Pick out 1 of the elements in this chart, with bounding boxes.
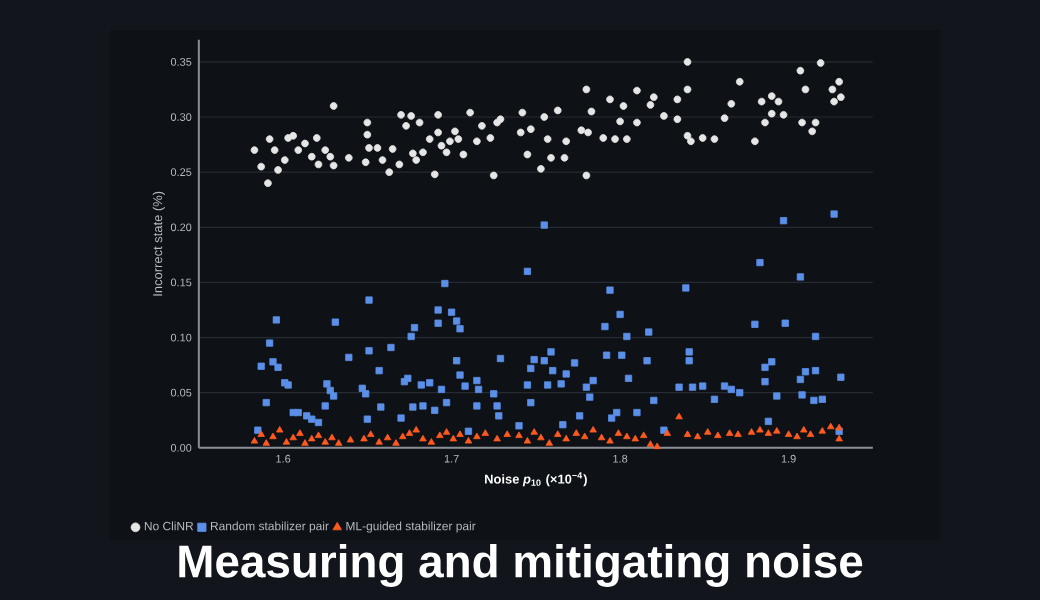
text: Measuring and mitigating noise xyxy=(179,544,863,587)
